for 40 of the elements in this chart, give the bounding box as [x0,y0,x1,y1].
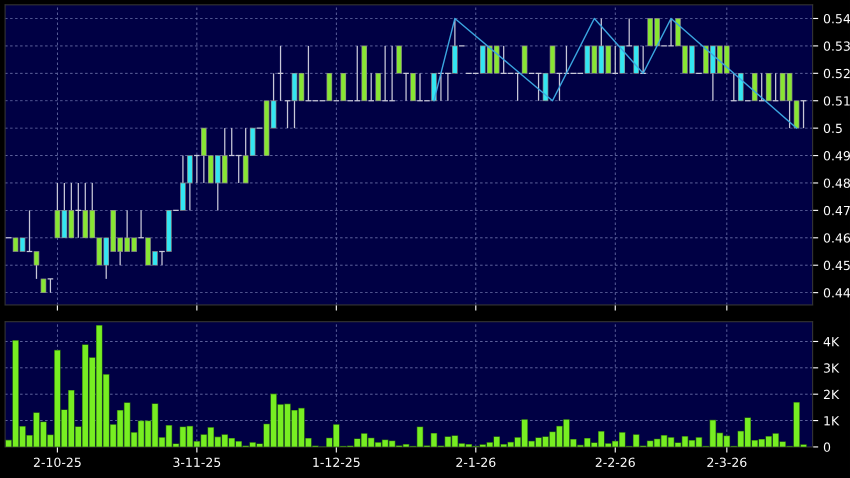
y-tick-label: 0.49 [824,151,850,160]
candlestick [758,72,766,102]
y-tick-label: 0.5 [824,124,842,134]
x-tick-label: 2-1-26 [456,458,496,468]
candlestick [368,72,375,102]
y-tick-label: 0.46 [824,233,850,243]
candlestick [74,182,82,238]
candlestick [612,45,619,74]
y-tick-label: 3K [824,363,840,373]
y-tick-label: 0.52 [824,68,850,78]
line-series [433,18,798,129]
y-tick-label: 0.54 [824,14,850,24]
y-tick-label: 0.45 [824,260,850,270]
candlestick [47,278,54,294]
candlestick [772,72,780,102]
candlestick [193,154,200,184]
candlestick [284,100,291,129]
candlestick [138,210,144,238]
x-tick-label: 2-10-25 [34,458,81,468]
x-tick-label: 2-2-26 [596,458,635,468]
y-tick-label: 1K [824,416,840,426]
y-tick-label: 0.48 [824,178,850,188]
y-tick-label: 2K [824,390,840,399]
candlestick [26,210,33,252]
y-tick-label: 4K [824,337,840,346]
y-tick-label: 0 [824,442,830,452]
y-tick-label: 0.51 [824,96,850,106]
candlestick [640,45,647,74]
y-tick-label: 0.44 [824,288,850,298]
y-tick-label: 0.53 [824,41,850,51]
candlestick [277,45,284,102]
candlestick [158,250,166,266]
candlestick [626,18,633,47]
x-tick-label: 2-3-26 [707,458,746,468]
y-tick-label: 0.47 [824,206,850,216]
x-tick-label: 3-11-25 [173,458,220,468]
x-tick-label: 1-12-25 [313,458,360,468]
candlestick [730,72,738,102]
candlestick [402,72,410,102]
candlestick [800,100,807,129]
